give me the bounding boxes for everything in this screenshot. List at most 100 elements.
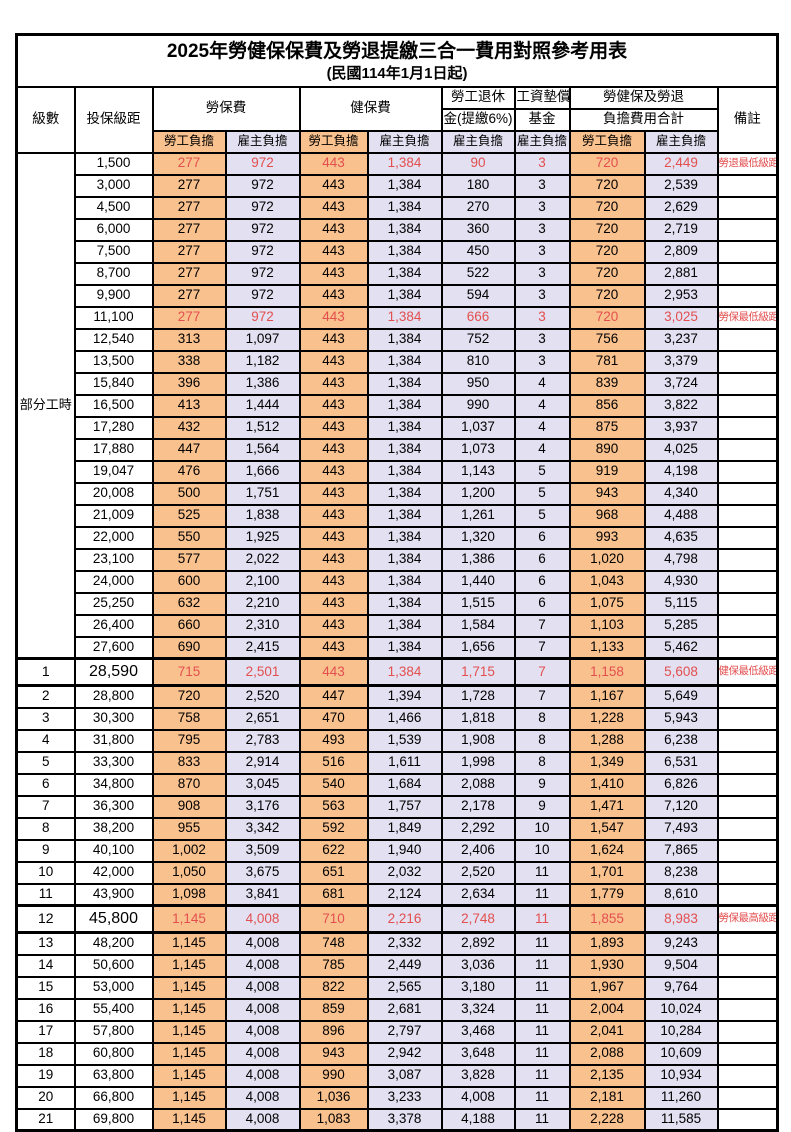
cell-bracket: 50,600 — [73, 953, 154, 978]
cell-health-employer: 1,384 — [366, 481, 443, 506]
cell-fund-employer: 5 — [513, 503, 571, 528]
cell-labor-employer: 4,008 — [224, 931, 301, 956]
cell-total-employer: 4,930 — [643, 569, 719, 594]
cell-remark — [716, 503, 779, 528]
cell-remark — [716, 860, 779, 885]
cell-health-employer: 1,384 — [366, 151, 443, 176]
cell-total-employee: 1,410 — [568, 772, 646, 797]
cell-labor-employer: 3,176 — [224, 794, 301, 819]
table-row: 部分工時 1,500 277 972 443 1,384 90 3 720 2,449 勞退最低級距 — [15, 151, 779, 660]
cell-pension-employer: 3,648 — [440, 1041, 516, 1066]
col-header-wage-fund-line1: 工資墊償 — [513, 85, 571, 110]
cell-total-employer: 5,943 — [643, 706, 719, 731]
cell-total-employer: 8,610 — [643, 882, 719, 907]
cell-remark: 勞退最低級距 — [716, 151, 779, 176]
cell-total-employee: 1,967 — [568, 975, 646, 1000]
cell-health-employer: 2,449 — [366, 953, 443, 978]
subheader-labor-employer: 雇主負擔 — [224, 129, 301, 154]
table-row: 10 42,000 1,050 3,675 651 2,032 2,520 11 1,701 8,… — [15, 860, 779, 885]
cell-labor-employer: 1,386 — [224, 371, 301, 396]
cell-fund-employer: 8 — [513, 728, 571, 753]
cell-health-employee: 681 — [298, 882, 369, 907]
cell-pension-employer: 522 — [440, 261, 516, 286]
cell-health-employee: 443 — [298, 547, 369, 572]
cell-labor-employee: 338 — [151, 349, 227, 374]
table-row: 15 53,000 1,145 4,008 822 2,565 3,180 11 1,967 9,… — [15, 975, 779, 1000]
cell-remark: 健保最低級距 — [716, 657, 779, 687]
cell-labor-employee: 600 — [151, 569, 227, 594]
cell-remark — [716, 953, 779, 978]
cell-health-employee: 990 — [298, 1063, 369, 1088]
table-row: 4 31,800 795 2,783 493 1,539 1,908 8 1,288 6,238 — [15, 728, 779, 753]
cell-total-employee: 720 — [568, 283, 646, 308]
cell-health-employee: 710 — [298, 904, 369, 934]
cell-health-employer: 1,384 — [366, 415, 443, 440]
cell-total-employee: 2,004 — [568, 997, 646, 1022]
page-title: 2025年勞健保保費及勞退提繳三合一費用對照參考用表 — [166, 41, 628, 63]
title-cell: 2025年勞健保保費及勞退提繳三合一費用對照參考用表 (民國114年1月1日起) — [15, 33, 779, 88]
cell-total-employee: 856 — [568, 393, 646, 418]
cell-total-employer: 3,822 — [643, 393, 719, 418]
cell-remark — [716, 1019, 779, 1044]
cell-pension-employer: 1,998 — [440, 750, 516, 775]
cell-fund-employer: 9 — [513, 772, 571, 797]
cell-labor-employer: 4,008 — [224, 997, 301, 1022]
cell-total-employer: 9,504 — [643, 953, 719, 978]
cell-fund-employer: 8 — [513, 750, 571, 775]
cell-health-employee: 493 — [298, 728, 369, 753]
cell-total-employee: 1,624 — [568, 838, 646, 863]
cell-labor-employer: 4,008 — [224, 904, 301, 934]
cell-pension-employer: 2,520 — [440, 860, 516, 885]
table-row: 1 28,590 715 2,501 443 1,384 1,715 7 1,158 5,608 健… — [15, 657, 779, 687]
table-row: 9 40,100 1,002 3,509 622 1,940 2,406 10 1,624 7,8… — [15, 838, 779, 863]
cell-total-employer: 3,724 — [643, 371, 719, 396]
cell-bracket: 9,900 — [73, 283, 154, 308]
cell-labor-employer: 4,008 — [224, 1063, 301, 1088]
cell-health-employer: 1,384 — [366, 503, 443, 528]
cell-health-employee: 470 — [298, 706, 369, 731]
cell-health-employee: 443 — [298, 613, 369, 638]
cell-labor-employer: 1,925 — [224, 525, 301, 550]
cell-remark — [716, 931, 779, 956]
cell-remark — [716, 591, 779, 616]
table-row: 3 30,300 758 2,651 470 1,466 1,818 8 1,228 5,943 — [15, 706, 779, 731]
cell-level: 7 — [15, 794, 76, 819]
cell-total-employer: 4,488 — [643, 503, 719, 528]
cell-labor-employer: 1,512 — [224, 415, 301, 440]
col-header-wage-fund-line2: 基金 — [513, 107, 571, 132]
cell-remark — [716, 772, 779, 797]
cell-pension-employer: 180 — [440, 173, 516, 198]
cell-total-employer: 7,120 — [643, 794, 719, 819]
cell-labor-employer: 972 — [224, 151, 301, 176]
table-row: 27,600 690 2,415 443 1,384 1,656 7 1,133 5,462 — [17, 635, 779, 660]
cell-labor-employee: 1,145 — [151, 1019, 227, 1044]
cell-fund-employer: 8 — [513, 706, 571, 731]
cell-health-employee: 443 — [298, 635, 369, 660]
cell-remark — [716, 217, 779, 242]
cell-fund-employer: 3 — [513, 151, 571, 176]
cell-health-employee: 443 — [298, 459, 369, 484]
cell-total-employee: 1,893 — [568, 931, 646, 956]
cell-total-employee: 1,020 — [568, 547, 646, 572]
cell-remark — [716, 525, 779, 550]
cell-bracket: 11,100 — [73, 305, 154, 330]
cell-labor-employee: 432 — [151, 415, 227, 440]
cell-fund-employer: 10 — [513, 816, 571, 841]
cell-labor-employer: 2,501 — [224, 657, 301, 687]
cell-labor-employer: 1,564 — [224, 437, 301, 462]
cell-labor-employee: 313 — [151, 327, 227, 352]
cell-labor-employer: 2,783 — [224, 728, 301, 753]
cell-total-employee: 1,471 — [568, 794, 646, 819]
cell-health-employee: 443 — [298, 481, 369, 506]
cell-pension-employer: 3,468 — [440, 1019, 516, 1044]
cell-labor-employer: 1,097 — [224, 327, 301, 352]
cell-total-employee: 875 — [568, 415, 646, 440]
cell-fund-employer: 11 — [513, 904, 571, 934]
cell-total-employer: 6,531 — [643, 750, 719, 775]
cell-level: 14 — [15, 953, 76, 978]
cell-labor-employee: 277 — [151, 151, 227, 176]
subheader-health-employee: 勞工負擔 — [298, 129, 369, 154]
cell-bracket: 20,008 — [73, 481, 154, 506]
cell-pension-employer: 1,261 — [440, 503, 516, 528]
cell-labor-employer: 972 — [224, 261, 301, 286]
